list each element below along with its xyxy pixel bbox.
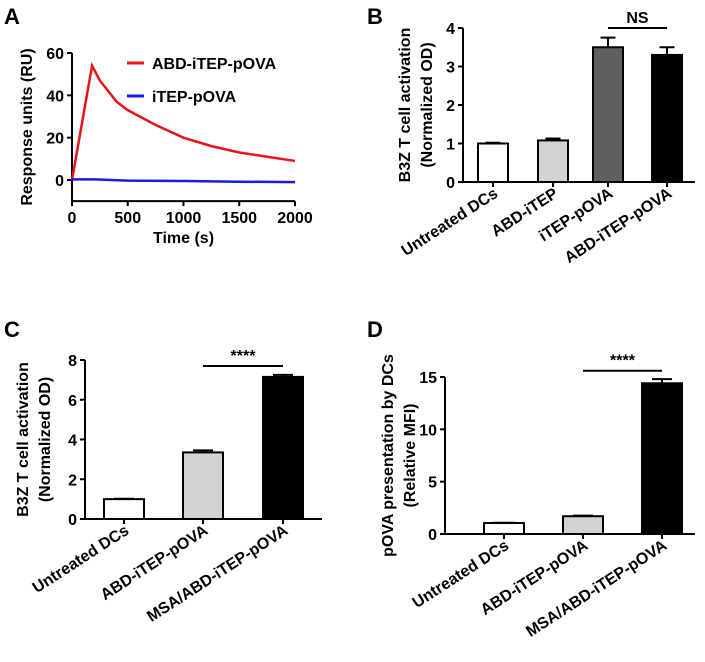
y-axis-title: (Normalized OD) [419,42,436,167]
bar [182,451,224,521]
x-tick-label: 2000 [277,210,313,227]
panel-c: C 0 2 4 6 8 B3Z T cell activation (Normalized O… [4,317,322,626]
y-tick-label: 40 [46,88,64,105]
y-axis-title: B3Z T cell activation [397,28,414,183]
y-axis-title: (Normalized OD) [37,377,54,502]
bar [262,375,304,520]
significance-label: **** [231,348,257,365]
y-tick-label: 0 [68,512,77,529]
bar [651,53,683,184]
legend-label: ABD-iTEP-pOVA [152,56,277,73]
y-tick-label: 0 [446,175,455,192]
y-tick-label: 4 [68,433,77,450]
y-tick-label: 8 [68,353,77,370]
y-tick-label: 2 [68,472,77,489]
bar [592,46,624,183]
x-tick-label: 1500 [221,210,257,227]
y-axis-title: Response units (RU) [19,48,36,205]
bar [103,498,145,520]
y-tick-label: 6 [68,393,77,410]
series-line [70,61,296,181]
panel-a: A 0 20 40 60 0 500 1000 1500 2000 Time (s) Response… [4,4,313,247]
panel-b: B 0 1 2 3 4 B3Z T cell activation (Normalized O… [367,4,695,267]
bar [641,382,683,535]
x-axis-title: Time (s) [153,230,214,247]
y-tick-label: 0 [55,173,64,190]
bar [483,522,525,536]
y-tick-label: 15 [419,370,437,387]
x-tick-label: Untreated DCs [399,185,502,260]
bar [477,142,509,183]
x-tick-label: MSA/ABD-iTEP-pOVA [144,522,291,626]
panel-label: A [4,4,20,29]
y-tick-label: 3 [446,60,455,77]
x-tick-label: 0 [68,210,77,227]
legend-label: iTEP-pOVA [152,89,237,106]
panel-label: B [367,4,383,29]
y-tick-label: 1 [446,137,455,154]
panel-label: C [4,317,20,342]
y-axis-title: B3Z T cell activation [15,362,32,517]
y-tick-label: 5 [428,475,437,492]
y-tick-label: 2 [446,98,455,115]
x-tick-label: MSA/ABD-iTEP-pOVA [523,537,670,641]
y-tick-label: 4 [446,21,455,38]
y-tick-label: 10 [419,422,437,439]
y-axis-title: pOVA presentation by DCs [380,354,397,557]
significance-label: **** [610,353,636,370]
y-tick-label: 20 [46,131,64,148]
y-tick-label: 60 [46,46,64,63]
x-tick-label: ABD-iTEP-pOVA [562,185,676,267]
x-tick-label: 500 [114,210,141,227]
panel-label: D [367,317,383,342]
x-tick-label: 1000 [166,210,202,227]
y-tick-label: 0 [428,527,437,544]
y-axis-title: (Relative MFI) [402,403,419,507]
series-line [72,178,296,184]
bar [537,139,569,183]
significance-label: NS [626,10,649,27]
bar [562,515,604,535]
panel-d: D 0 5 10 15 pOVA presentation by DCs (Relative… [367,317,695,641]
